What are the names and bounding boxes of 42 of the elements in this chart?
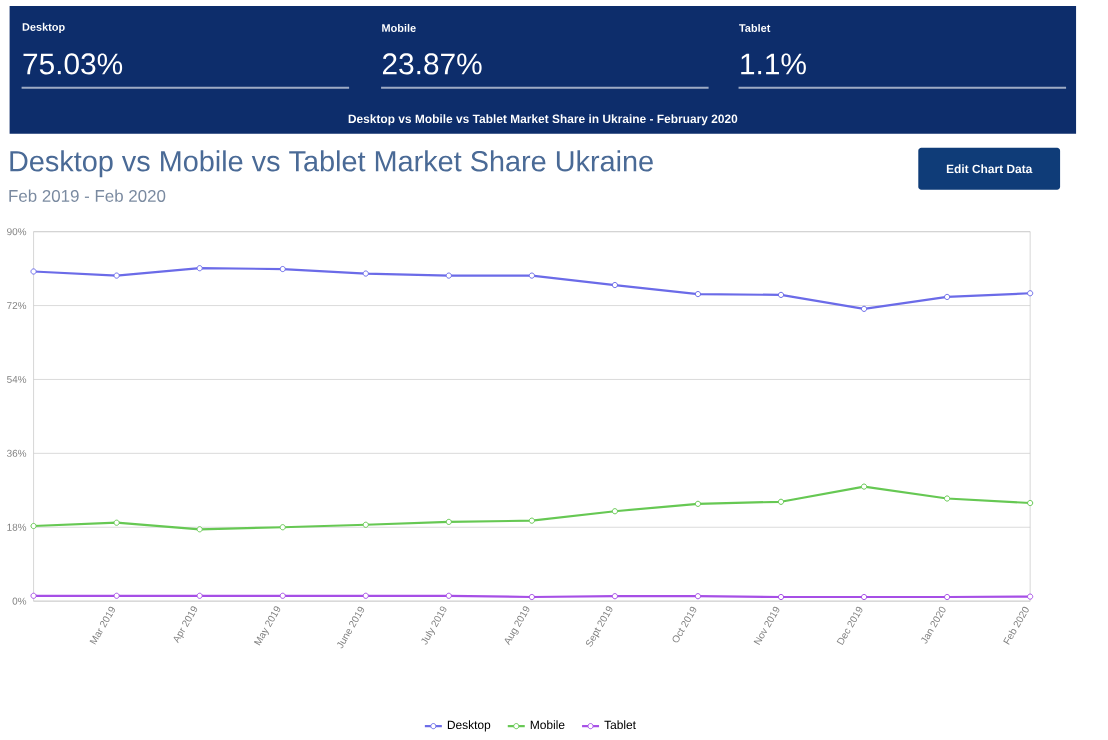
point bbox=[777, 291, 785, 299]
point bbox=[528, 593, 535, 601]
point bbox=[528, 272, 535, 279]
point bbox=[196, 526, 203, 533]
text: 1.1% bbox=[741, 53, 806, 75]
point bbox=[445, 518, 452, 526]
point bbox=[113, 272, 120, 279]
point bbox=[1027, 593, 1034, 600]
point bbox=[113, 592, 120, 599]
text: 75.03% bbox=[23, 53, 123, 75]
point bbox=[30, 592, 37, 599]
point bbox=[860, 483, 868, 490]
point bbox=[860, 305, 868, 312]
point bbox=[694, 291, 702, 298]
point bbox=[1027, 290, 1034, 297]
point bbox=[611, 593, 618, 600]
point bbox=[777, 498, 785, 505]
point bbox=[944, 293, 951, 301]
point bbox=[528, 517, 535, 524]
point bbox=[445, 592, 452, 599]
point bbox=[30, 522, 37, 530]
point bbox=[30, 268, 37, 275]
chart-title: Desktop vs Mobile vs Tablet Market Share Ukraine bbox=[10, 150, 653, 178]
point bbox=[694, 593, 702, 600]
point bbox=[445, 272, 452, 279]
point bbox=[196, 265, 203, 272]
point bbox=[1027, 499, 1034, 507]
point bbox=[279, 524, 286, 531]
point bbox=[611, 281, 618, 289]
point bbox=[279, 265, 286, 273]
text: 23.87% bbox=[382, 53, 482, 75]
point bbox=[279, 592, 286, 599]
point bbox=[113, 519, 120, 526]
point bbox=[362, 592, 369, 599]
point bbox=[362, 270, 369, 277]
point bbox=[944, 495, 951, 502]
point bbox=[944, 593, 951, 601]
chart-subtitle: Feb 2019 - Feb 2020 bbox=[9, 189, 166, 202]
point bbox=[362, 521, 369, 528]
point bbox=[694, 500, 702, 507]
point bbox=[611, 508, 618, 515]
point bbox=[196, 592, 203, 599]
